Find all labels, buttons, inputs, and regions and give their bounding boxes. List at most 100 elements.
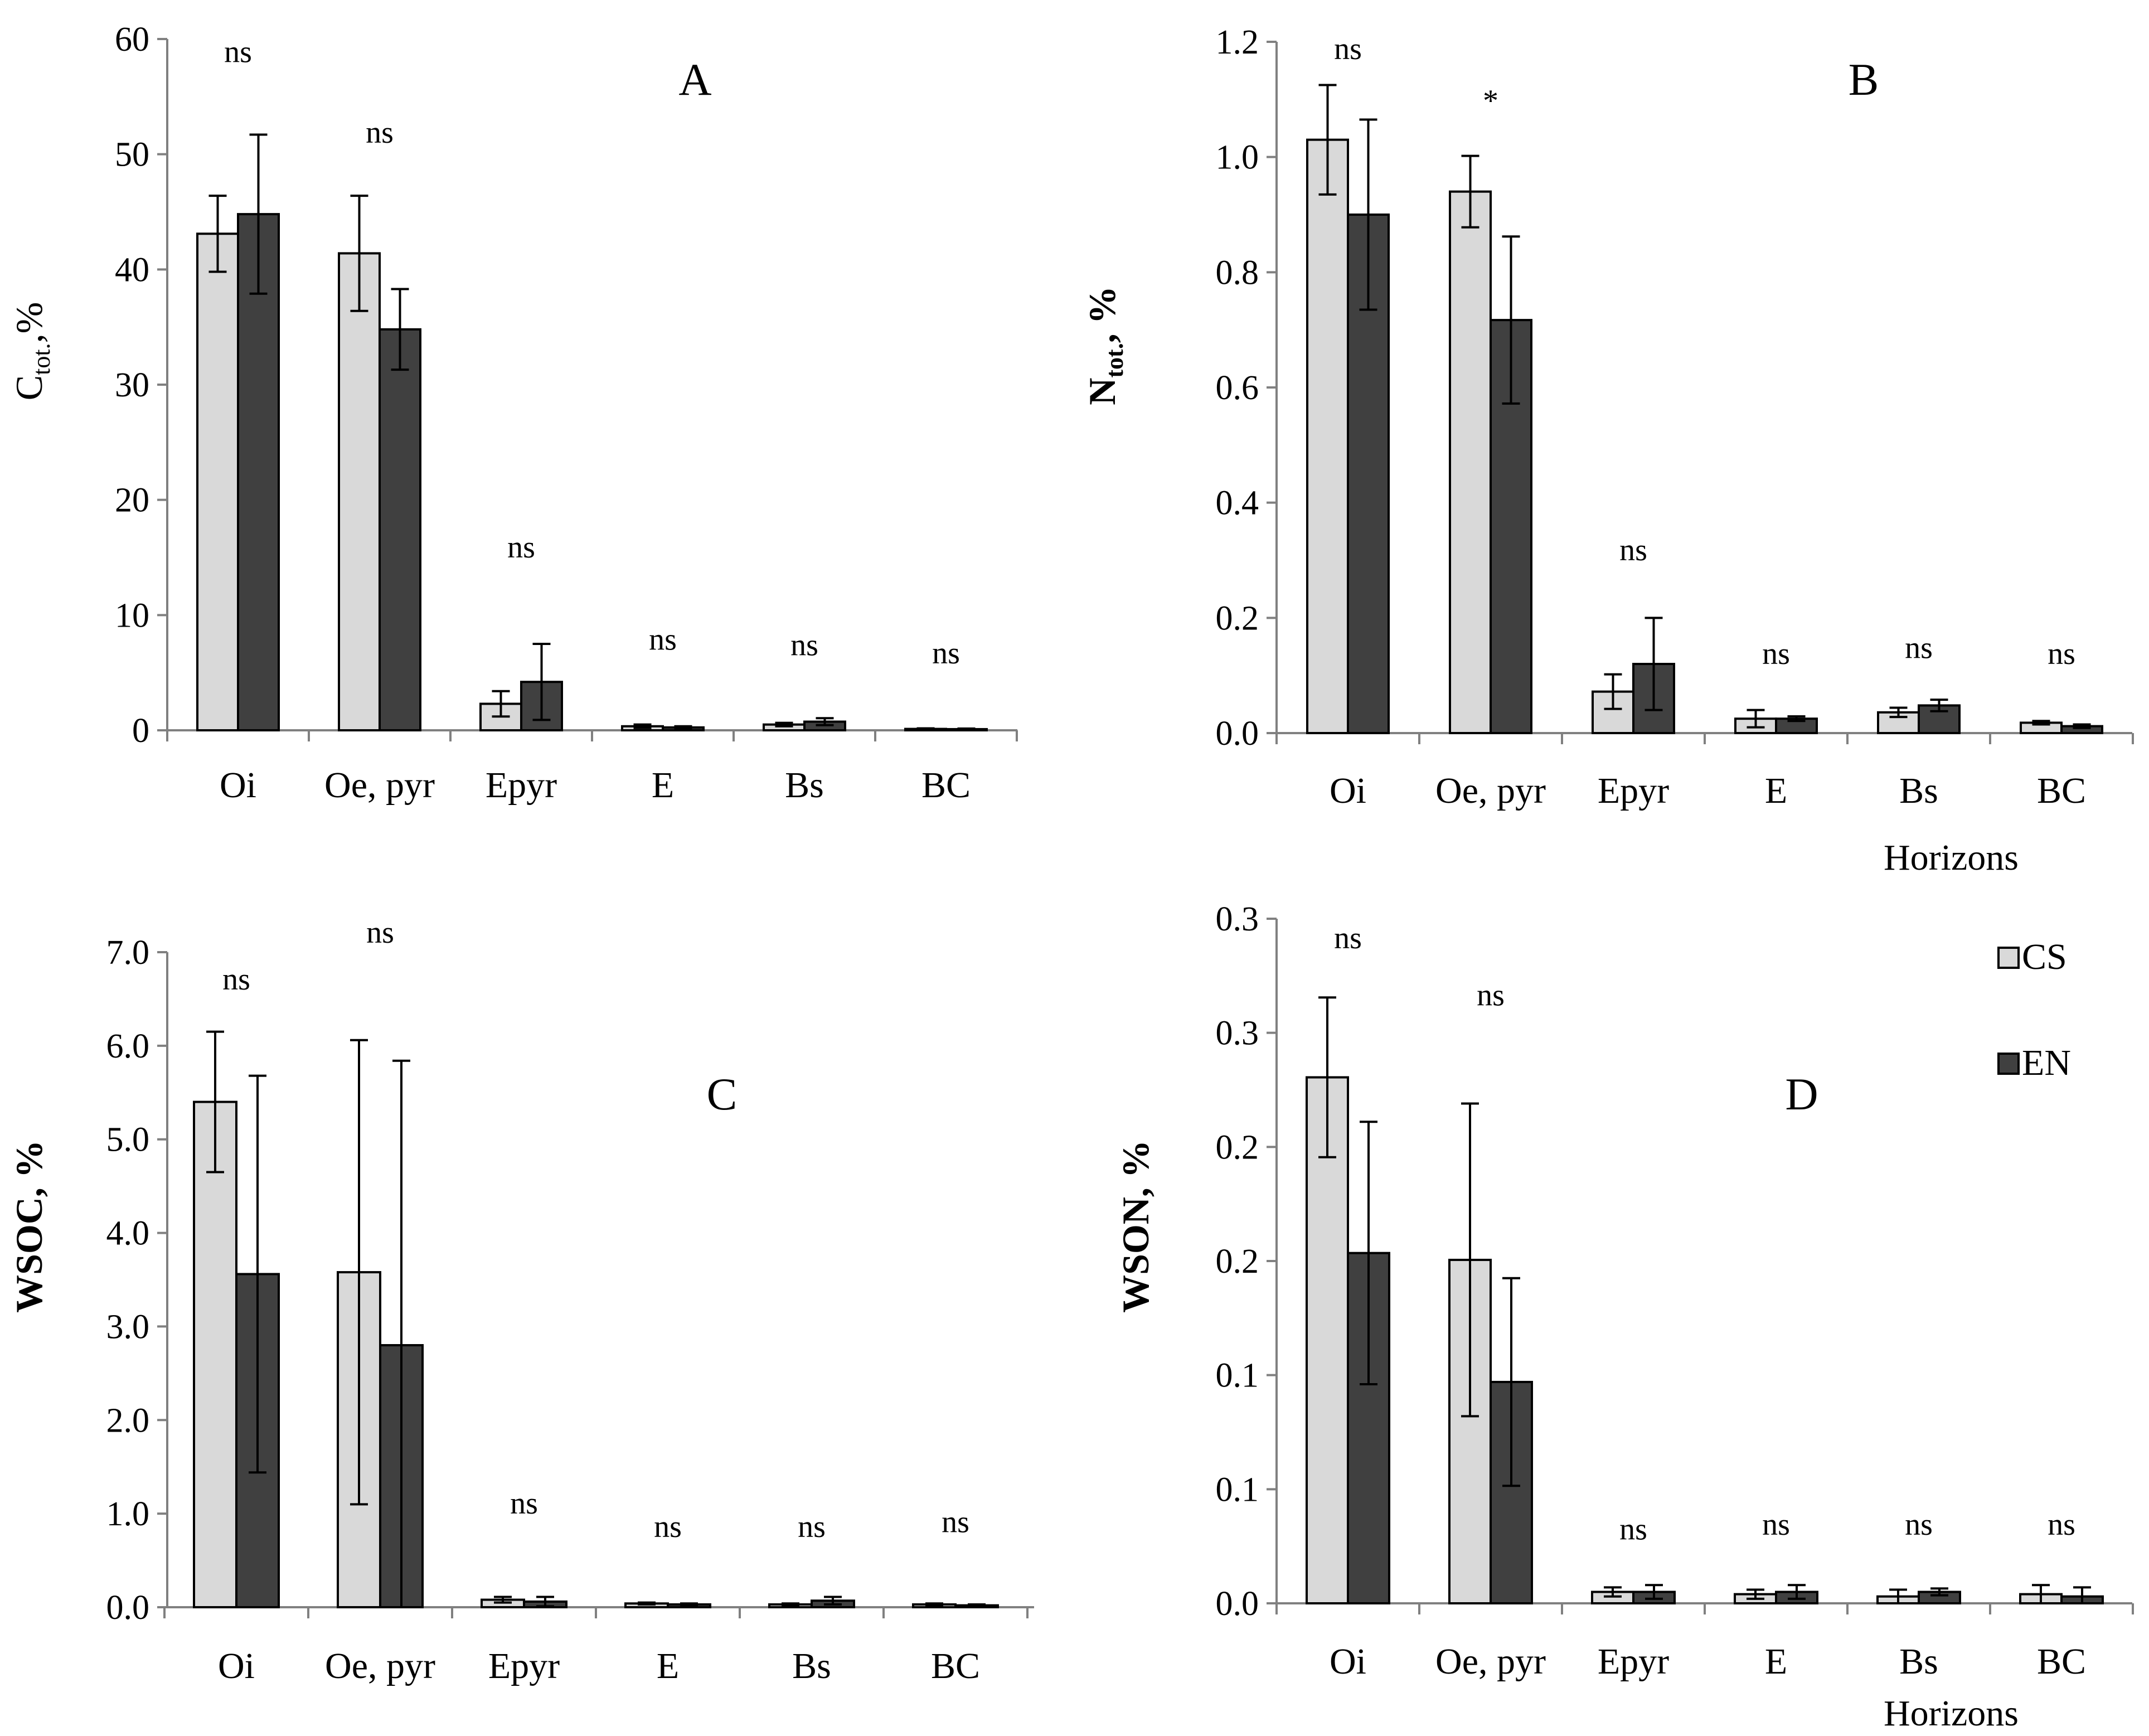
panel-b-y-tick-label: 1.2 [1216, 23, 1259, 61]
panel-a-y-tick-label: 20 [115, 482, 149, 520]
panel-d-category-label: E [1765, 1641, 1787, 1682]
panel-c-category-label: BC [931, 1646, 980, 1686]
panel-c-significance-label: ns [366, 915, 394, 950]
panel-b-significance-label: ns [1905, 631, 1933, 666]
panel-c-y-tick-label: 6.0 [106, 1027, 150, 1065]
panel-a-significance-label: ns [224, 35, 252, 69]
panel-a-labels: A Ctot.,% [8, 54, 712, 400]
legend-swatch-cs [1997, 947, 2020, 969]
panel-d-y-tick-label: 0.2 [1216, 1128, 1259, 1166]
panel-d-bars: ns ns ns ns ns ns [1306, 921, 2104, 1605]
panel-c-axes: 0.0 1.0 2.0 3.0 4.0 5.0 6.0 7.0 Oi Oe, pyr Epyr E Bs… [106, 934, 1034, 1686]
panel-c-bars: ns ns ns ns ns ns [193, 915, 999, 1609]
panel-c-letter: C [707, 1069, 738, 1119]
panel-a-bars: ns ns ns ns ns ns [196, 35, 988, 732]
panel-a-category-label: Oe, pyr [324, 765, 435, 806]
panel-c-category-label: Epyr [488, 1646, 560, 1686]
panel-d-letter: D [1785, 1069, 1818, 1119]
panel-a-y-tick-label: 60 [115, 21, 149, 59]
panel-b-significance-label: ns [1762, 637, 1790, 671]
legend-swatch-en [1997, 1053, 2020, 1075]
panel-a-axes: 0 10 20 30 40 50 60 Oi Oe, pyr Epyr E Bs BC [115, 21, 1018, 806]
panel-c-y-tick-label: 7.0 [106, 934, 150, 972]
panel-b-labels: B Ntot., % Horizons [1081, 54, 2019, 878]
panel-c-y-tick-label: 5.0 [106, 1121, 150, 1159]
panel-a-significance-label: ns [932, 636, 960, 671]
panel-b-bar-cs [1306, 138, 1349, 735]
panel-b-y-tick-label: 1.0 [1216, 139, 1259, 177]
panel-d-significance-label: ns [1477, 978, 1505, 1013]
panel-c-significance-label: ns [798, 1510, 826, 1544]
panel-a-significance-label: ns [507, 530, 535, 565]
panel-a-category-label: E [652, 765, 674, 806]
panel-c-y-axis-label: WSOC, % [8, 1140, 50, 1313]
panel-a-significance-label: ns [790, 628, 818, 663]
panel-d-y-tick-label: 0.3 [1216, 1015, 1259, 1053]
panel-b-y-tick-label: 0.8 [1216, 254, 1259, 292]
panel-a-y-tick-label: 30 [115, 366, 149, 404]
panel-c-significance-label: ns [942, 1505, 969, 1540]
panel-c-significance-label: ns [510, 1486, 538, 1521]
panel-c-y-tick-label: 3.0 [106, 1308, 150, 1346]
panel-a-category-label: Epyr [486, 765, 557, 806]
panel-c-y-tick-label: 4.0 [106, 1215, 150, 1253]
legend-item-en: EN [1997, 1042, 2071, 1083]
panel-c-labels: C WSOC, % [8, 1069, 737, 1313]
panel-d-category-label: BC [2037, 1641, 2086, 1682]
panel-c-wsoc: 0.0 1.0 2.0 3.0 4.0 5.0 6.0 7.0 Oi Oe, pyr Epyr E Bs… [8, 915, 1034, 1686]
panel-a-category-label: Bs [785, 765, 824, 806]
panel-a-significance-label: ns [366, 115, 394, 150]
legend-item-cs: CS [1997, 937, 2067, 977]
panel-b-category-label: BC [2037, 770, 2086, 811]
panel-c-significance-label: ns [222, 962, 250, 997]
panel-d-y-tick-label: 0.1 [1216, 1471, 1259, 1509]
panel-b-ntot: 0.00.20.40.60.81.01.2Oi Oe, pyr Epyr E Bs BC … [1081, 23, 2134, 878]
panel-b-axes: 0.0 0.2 0.4 0.6 0.8 1.0 1.2 Oi Oe, pyr Epyr E Bs BC [1216, 23, 2134, 811]
panel-d-y-tick-label: 0.0 [1216, 1585, 1259, 1623]
panel-c-y-tick-label: 0.0 [106, 1589, 150, 1627]
panel-d-axes: 0.0 0.1 0.1 0.2 0.2 0.3 0.3 Oi Oe, pyr Epyr E Bs BC [1216, 900, 2134, 1682]
panel-d-category-label: Epyr [1598, 1641, 1669, 1682]
panel-b-y-tick-label: 0.6 [1216, 369, 1259, 407]
panel-a-category-label: BC [921, 765, 971, 806]
panel-d-y-tick-label: 0.1 [1216, 1357, 1259, 1395]
panel-c-category-label: Oe, pyr [325, 1646, 435, 1686]
panel-b-y-tick-label: 0.0 [1216, 715, 1259, 753]
panel-d-significance-label: ns [2048, 1507, 2075, 1542]
panel-c-significance-label: ns [654, 1510, 682, 1544]
panel-d-category-label: Bs [1899, 1641, 1938, 1682]
panel-c-category-label: Oi [218, 1646, 255, 1686]
panel-a-y-tick-label: 40 [115, 251, 149, 289]
panel-d-x-axis-label: Horizons [1884, 1693, 2019, 1734]
panel-b-category-label: Oe, pyr [1435, 770, 1546, 811]
panel-d-category-label: Oi [1330, 1641, 1366, 1682]
legend-label-en: EN [2022, 1042, 2071, 1083]
panel-a-bar-cs [196, 232, 239, 731]
panel-b-category-label: E [1765, 770, 1787, 811]
panel-d-significance-label: ns [1619, 1512, 1647, 1546]
panel-b-significance-label: ns [2048, 637, 2075, 671]
panel-c-category-label: Bs [792, 1646, 831, 1686]
panel-c-y-tick-label: 2.0 [106, 1402, 150, 1439]
panel-d-y-tick-label: 0.2 [1216, 1243, 1259, 1281]
panel-c-category-label: E [657, 1646, 679, 1686]
panel-b-bars: ns * ns ns ns ns [1306, 32, 2103, 735]
panel-b-letter: B [1849, 54, 1879, 105]
panel-d-wson: 0.00.10.10.20.20.30.3Oi Oe, pyr Epyr E Bs BC … [1114, 900, 2134, 1734]
panel-a-y-tick-label: 0 [132, 712, 149, 750]
panel-b-x-axis-label: Horizons [1884, 837, 2019, 878]
panel-b-bar-cs [1449, 190, 1492, 734]
panel-a-y-axis-label: Ctot.,% [8, 302, 55, 400]
panel-a-letter: A [678, 54, 711, 105]
panel-d-y-axis-label: WSON, % [1114, 1140, 1157, 1313]
panel-b-y-tick-label: 0.4 [1216, 484, 1259, 522]
panel-d-significance-label: ns [1334, 921, 1362, 956]
panel-c-y-tick-label: 1.0 [106, 1495, 150, 1533]
panel-a-y-tick-label: 50 [115, 136, 149, 174]
panel-d-y-tick-label: 0.3 [1216, 900, 1259, 938]
panel-c-bar-cs [193, 1100, 237, 1608]
panel-b-y-axis-label: Ntot., % [1081, 286, 1128, 405]
panel-d-labels: D WSON, % Horizons [1114, 1069, 2019, 1734]
